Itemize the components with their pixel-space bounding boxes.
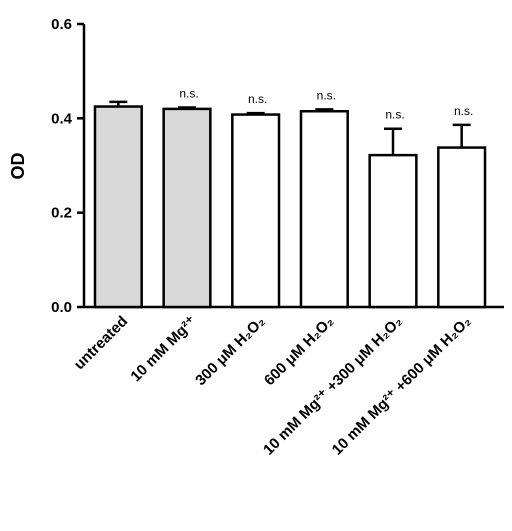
x-tick-label: untreated	[71, 313, 131, 373]
x-tick-label: 600 μM H₂O₂	[261, 313, 337, 389]
significance-label: n.s.	[317, 88, 336, 102]
bar	[368, 153, 418, 309]
significance-label: n.s.	[454, 104, 473, 118]
x-tick-label: 10 mM Mg²⁺ +300 μM H₂O₂	[260, 313, 406, 459]
bar	[437, 146, 487, 309]
y-tick-label: 0.2	[51, 205, 72, 222]
x-tick-label: 10 mM Mg²⁺ +600 μM H₂O₂	[329, 313, 475, 459]
bar	[162, 107, 212, 309]
y-tick-label: 0.4	[51, 110, 73, 127]
y-axis-label: OD	[8, 152, 28, 179]
y-tick-label: 0.0	[51, 299, 72, 316]
significance-label: n.s.	[179, 86, 198, 100]
bar	[93, 105, 143, 309]
x-tick-label: 300 μM H₂O₂	[192, 313, 268, 389]
significance-label: n.s.	[385, 108, 404, 122]
significance-label: n.s.	[248, 92, 267, 106]
x-tick-label: 10 mM Mg²⁺	[127, 313, 199, 385]
bar	[231, 113, 281, 309]
bar	[299, 110, 349, 309]
y-tick-label: 0.6	[51, 16, 72, 33]
